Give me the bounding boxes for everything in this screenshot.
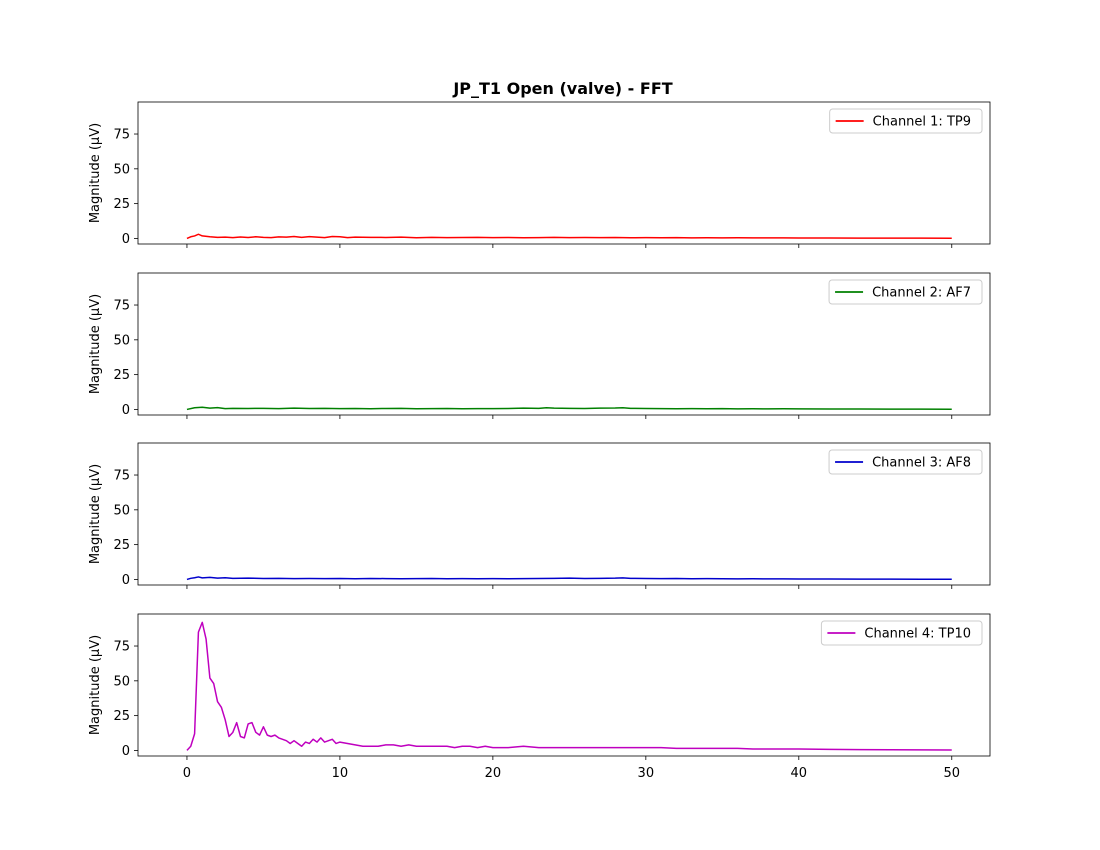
subplot-stack: 0 25 50 75 Magnitude (μV) Channel 1: TP9 0 25 50…	[88, 101, 991, 760]
series-line-channel-4	[186, 621, 952, 751]
y-tick-label: 75	[113, 299, 130, 314]
legend-label: Channel 1: TP9	[873, 115, 971, 130]
legend-label: Channel 4: TP10	[864, 627, 971, 642]
y-tick-label: 50	[113, 503, 130, 518]
axes-frame	[137, 101, 991, 245]
y-tick-label: 25	[113, 368, 130, 383]
subplot-4: 0 25 50 75 Magnitude (μV) Channel 4: TP10	[88, 613, 991, 760]
y-tick-label: 25	[113, 538, 130, 553]
y-tick-label: 75	[113, 128, 130, 143]
y-tick-label: 75	[113, 640, 130, 655]
series-line-channel-2	[186, 406, 952, 411]
y-axis-label: Magnitude (μV)	[88, 123, 103, 223]
subplot-2: 0 25 50 75 Magnitude (μV) Channel 2: AF7	[88, 272, 991, 419]
x-tick-label: 50	[943, 766, 960, 781]
axes-frame	[137, 442, 991, 586]
x-tick-label: 20	[485, 766, 502, 781]
y-tick-label: 25	[113, 197, 130, 212]
legend-box	[820, 620, 983, 646]
y-tick-label: 0	[122, 232, 130, 247]
x-tick-label: 10	[332, 766, 349, 781]
x-tick-label: 0	[183, 766, 191, 781]
legend-label: Channel 2: AF7	[872, 286, 971, 301]
y-axis-label: Magnitude (μV)	[88, 464, 103, 564]
axes-frame	[137, 613, 991, 757]
legend-box	[828, 449, 983, 475]
series-line-channel-1	[186, 233, 952, 240]
y-axis-label: Magnitude (μV)	[88, 294, 103, 394]
y-tick-label: 0	[122, 403, 130, 418]
y-tick-label: 25	[113, 709, 130, 724]
chart-title: JP_T1 Open (valve) - FFT	[452, 79, 672, 98]
y-tick-label: 50	[113, 333, 130, 348]
x-tick-label: 30	[638, 766, 655, 781]
shared-x-axis: 0 10 20 30 40 50	[183, 766, 960, 781]
y-axis-label: Magnitude (μV)	[88, 635, 103, 735]
y-tick-label: 0	[122, 744, 130, 759]
y-tick-label: 50	[113, 162, 130, 177]
y-tick-label: 75	[113, 469, 130, 484]
legend-label: Channel 3: AF8	[872, 456, 971, 471]
series-line-channel-3	[186, 576, 952, 581]
subplot-1: 0 25 50 75 Magnitude (μV) Channel 1: TP9	[88, 101, 991, 248]
legend-box	[828, 279, 983, 305]
y-tick-label: 0	[122, 573, 130, 588]
x-tick-label: 40	[791, 766, 808, 781]
axes-frame	[137, 272, 991, 416]
y-tick-label: 50	[113, 674, 130, 689]
legend-box	[829, 108, 983, 134]
subplot-3: 0 25 50 75 Magnitude (μV) Channel 3: AF8	[88, 442, 991, 589]
